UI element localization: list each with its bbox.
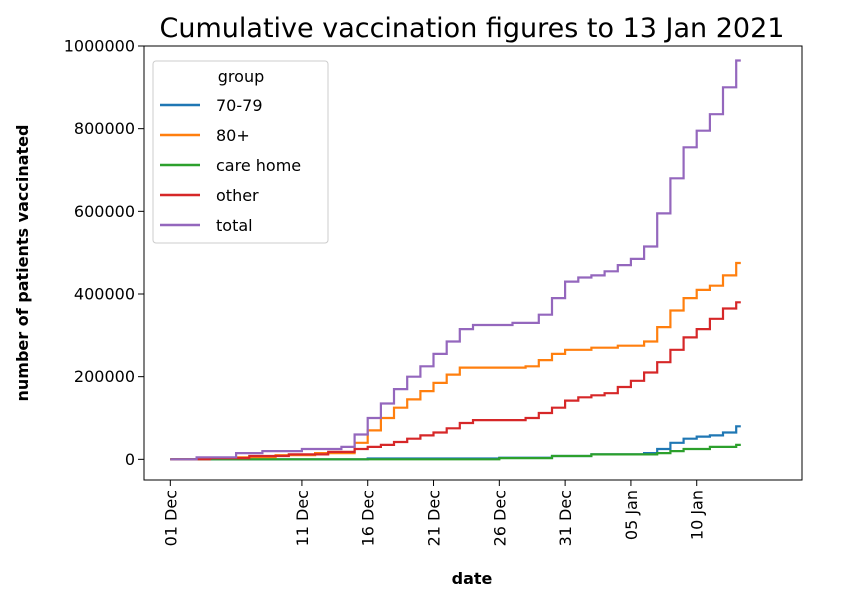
- x-tick-label: 31 Dec: [556, 490, 575, 546]
- y-tick-label: 1000000: [64, 37, 135, 56]
- y-tick-label: 800000: [74, 119, 135, 138]
- y-tick-label: 200000: [74, 367, 135, 386]
- y-tick-label: 400000: [74, 285, 135, 304]
- x-tick-label: 11 Dec: [293, 490, 312, 546]
- chart-title: Cumulative vaccination figures to 13 Jan…: [160, 13, 785, 44]
- series-line-other: [170, 301, 741, 461]
- legend-entry-label: care home: [216, 156, 301, 175]
- y-tick-label: 600000: [74, 202, 135, 221]
- legend-entry-label: other: [216, 186, 259, 205]
- legend-entries: 70-79 80+ care home other total: [160, 96, 301, 235]
- legend-box: [152, 60, 329, 244]
- series-line-care-home: [170, 443, 741, 461]
- x-axis-label: date: [452, 569, 493, 588]
- plot-frame: [143, 45, 803, 481]
- x-tick-label: 21 Dec: [425, 490, 444, 546]
- legend: group 70-79 80+ care home other total: [152, 60, 329, 244]
- x-tick-label: 01 Dec: [161, 490, 180, 546]
- legend-entry-label: 80+: [216, 126, 250, 145]
- series-layer: [170, 59, 741, 461]
- legend-entry-label: 70-79: [216, 96, 263, 115]
- y-axis: 0 200000 400000 600000 800000 1000000: [64, 37, 144, 469]
- x-tick-label: 05 Jan: [622, 490, 641, 540]
- x-tick-label: 16 Dec: [359, 490, 378, 546]
- y-axis-label: number of patients vaccinated: [13, 125, 32, 402]
- y-tick-label: 0: [125, 450, 135, 469]
- x-axis: 01 Dec 11 Dec 16 Dec 21 Dec 26 Dec 31 Dec 05 J…: [161, 480, 707, 546]
- legend-entry-label: total: [216, 216, 253, 235]
- x-tick-label: 26 Dec: [490, 490, 509, 546]
- legend-title: group: [218, 67, 264, 86]
- series-line-total: [170, 59, 741, 461]
- x-tick-label: 10 Jan: [688, 490, 707, 540]
